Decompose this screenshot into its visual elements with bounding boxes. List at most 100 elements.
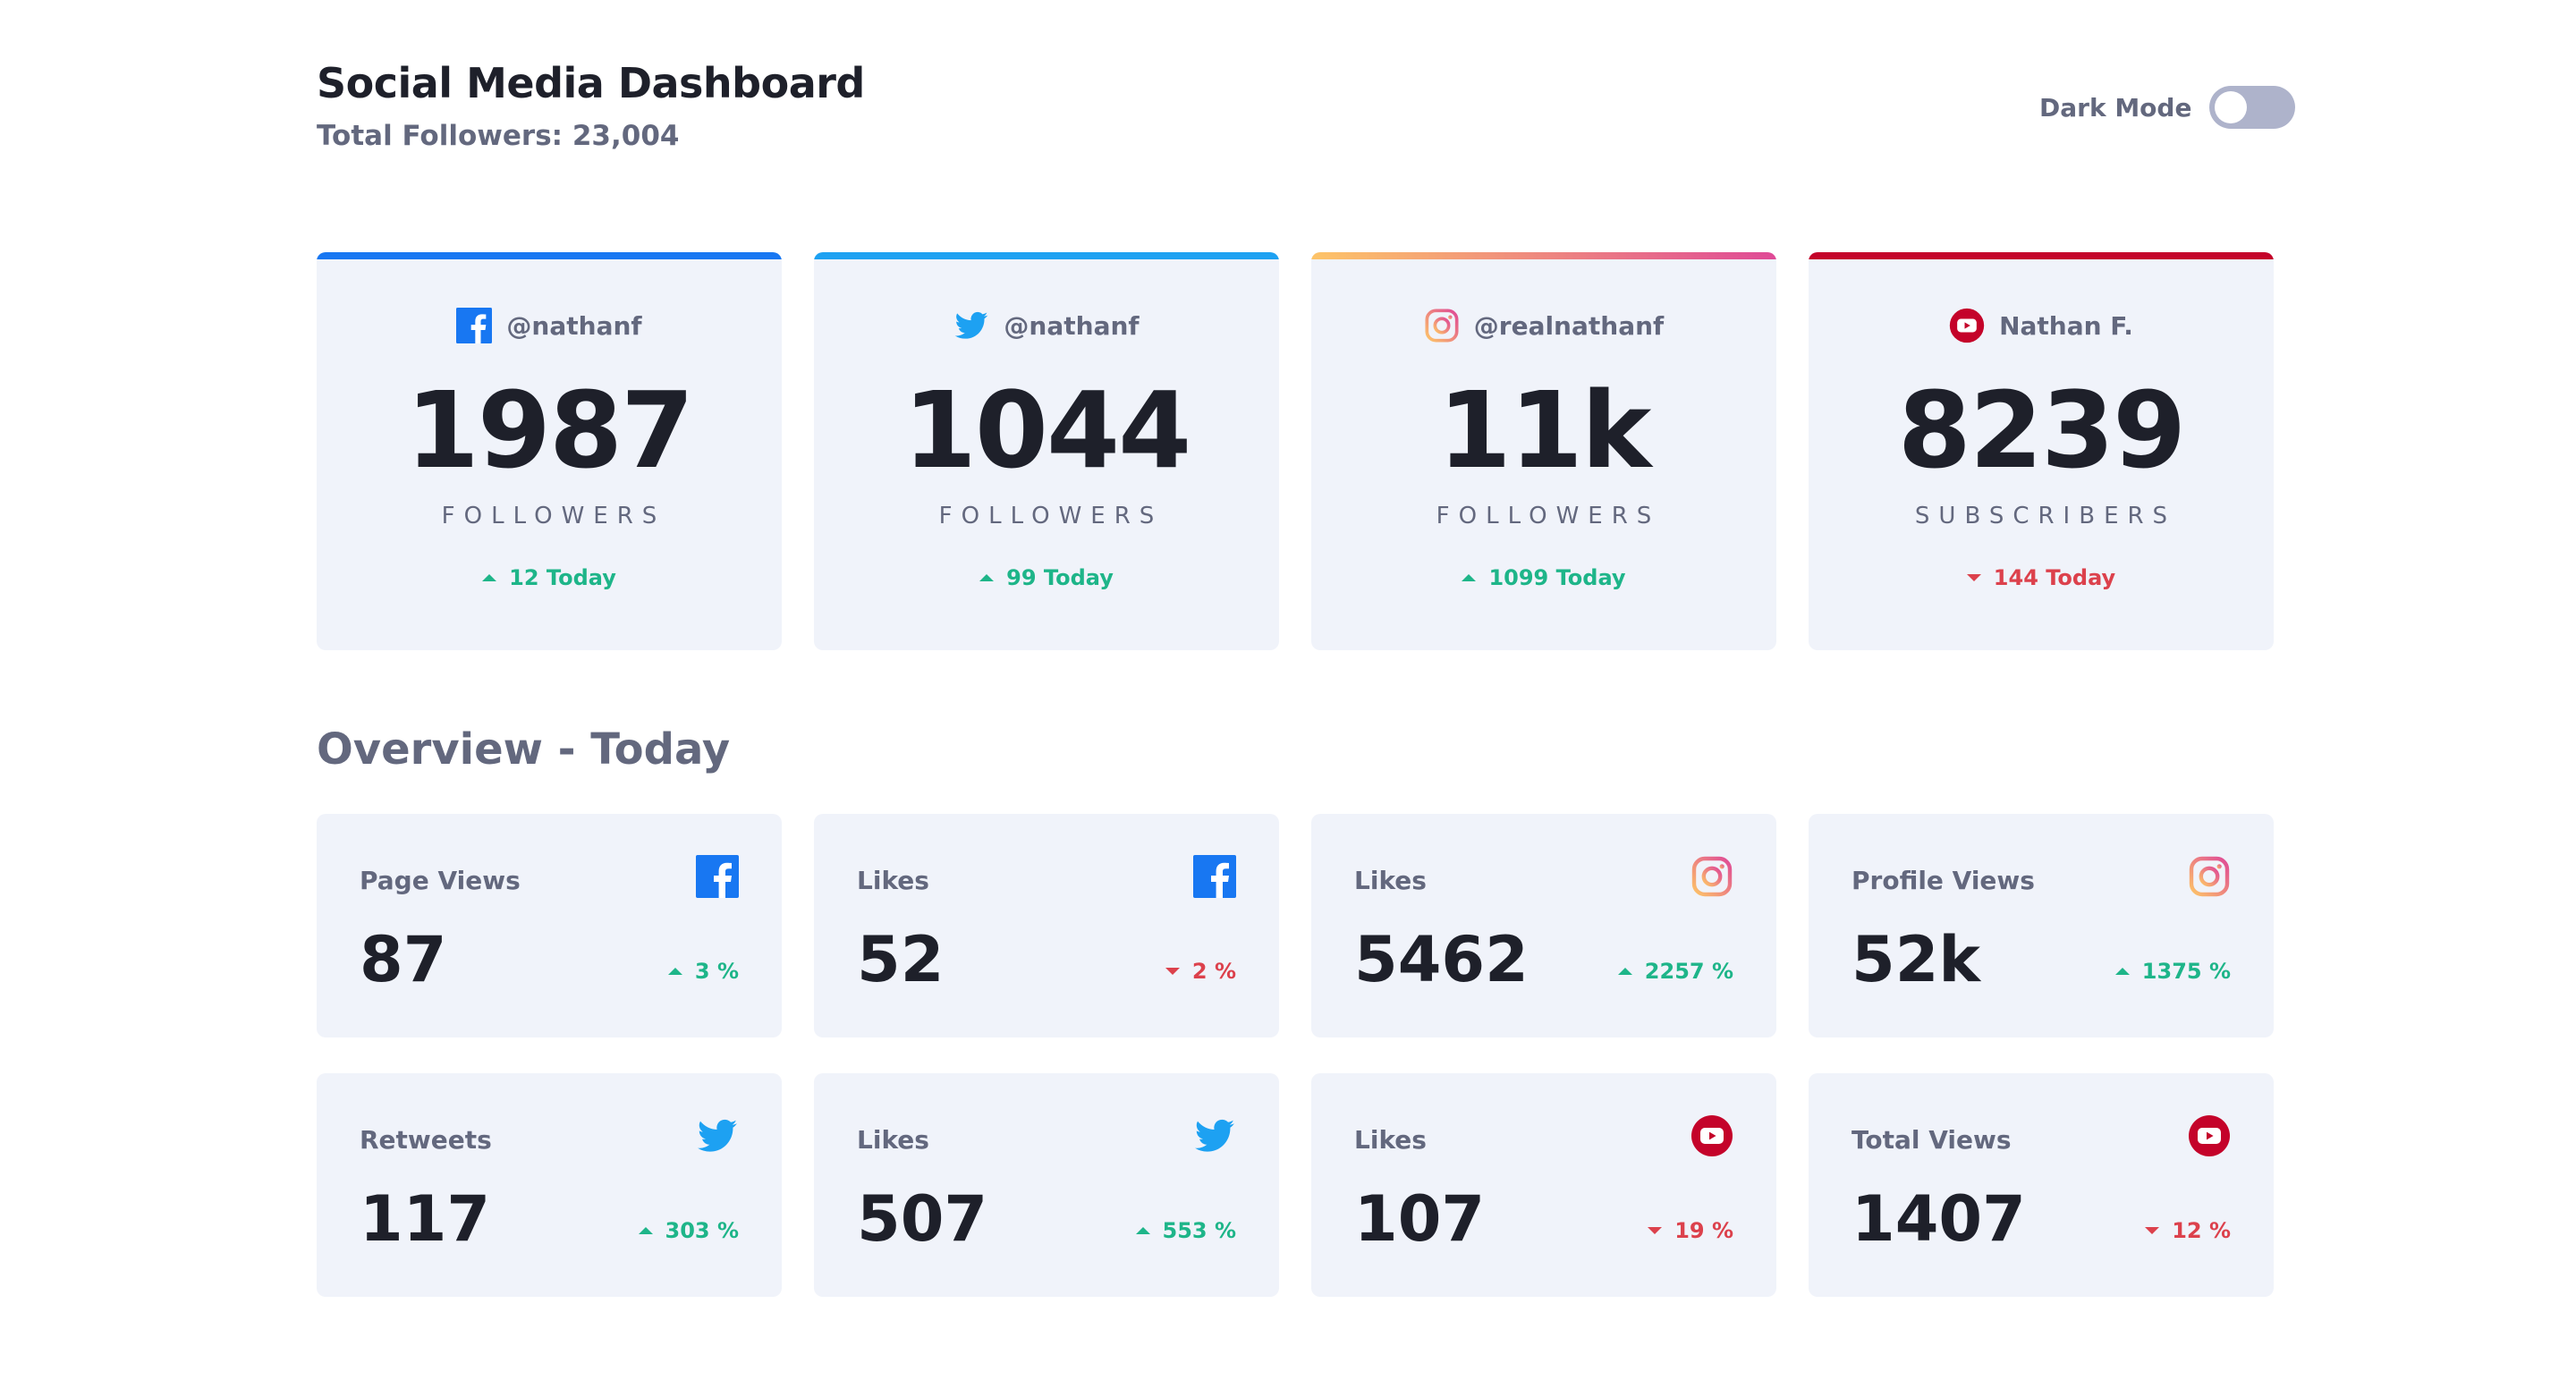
- change-text: 12 %: [2172, 1218, 2231, 1243]
- overview-change: 2257 %: [1617, 959, 1733, 984]
- overview-change: 1375 %: [2114, 959, 2231, 984]
- overview-change: 12 %: [2145, 1218, 2231, 1243]
- card-accent-bar: [814, 252, 1279, 259]
- follower-card-twitter[interactable]: @nathanf 1044 FOLLOWERS 99 Today: [814, 252, 1279, 650]
- overview-change: 3 %: [667, 959, 739, 984]
- twitter-icon: [953, 308, 989, 343]
- change-text: 553 %: [1162, 1218, 1237, 1243]
- overview-change: 2 %: [1165, 959, 1236, 984]
- overview-value: 52: [857, 923, 945, 996]
- up-arrow-icon: [1135, 1227, 1150, 1234]
- follower-card-facebook[interactable]: @nathanf 1987 FOLLOWERS 12 Today: [317, 252, 782, 650]
- facebook-icon: [1193, 855, 1236, 898]
- facebook-icon: [456, 308, 493, 343]
- card-handle: Nathan F.: [1809, 308, 2274, 343]
- follower-count: 8239: [1897, 368, 2186, 492]
- overview-label: Likes: [857, 1125, 929, 1155]
- overview-title: Overview - Today: [317, 724, 731, 775]
- change-text: 3 %: [694, 959, 739, 984]
- overview-card-twitter-likes[interactable]: Likes 507 553 %: [814, 1073, 1279, 1297]
- instagram-icon: [1424, 308, 1460, 343]
- instagram-icon: [1690, 855, 1733, 898]
- overview-value: 107: [1354, 1182, 1486, 1256]
- up-arrow-icon: [1617, 968, 1632, 975]
- card-handle: @nathanf: [317, 308, 782, 343]
- dark-mode-toggle[interactable]: [2209, 86, 2296, 129]
- instagram-icon: [2188, 855, 2231, 898]
- youtube-icon: [1690, 1114, 1733, 1157]
- handle-text: @nathanf: [506, 310, 642, 341]
- today-text: 12 Today: [509, 565, 616, 590]
- overview-change: 303 %: [638, 1218, 740, 1243]
- overview-change: 553 %: [1135, 1218, 1237, 1243]
- page-title: Social Media Dashboard: [317, 59, 865, 107]
- overview-card-instagram-likes[interactable]: Likes 5462 2257 %: [1311, 814, 1776, 1037]
- overview-card-facebook-likes[interactable]: Likes 52 2 %: [814, 814, 1279, 1037]
- today-text: 99 Today: [1006, 565, 1114, 590]
- overview-label: Likes: [857, 866, 929, 895]
- follower-unit: FOLLOWERS: [1436, 503, 1661, 529]
- overview-value: 5462: [1354, 923, 1529, 996]
- overview-card-youtube-likes[interactable]: Likes 107 19 %: [1311, 1073, 1776, 1297]
- follower-count: 11k: [1437, 368, 1652, 492]
- overview-label: Likes: [1354, 866, 1427, 895]
- overview-value: 117: [360, 1182, 491, 1256]
- overview-label: Retweets: [360, 1125, 492, 1155]
- overview-value: 1407: [1852, 1182, 2026, 1256]
- overview-value: 507: [857, 1182, 988, 1256]
- down-arrow-icon: [1966, 574, 1981, 581]
- up-arrow-icon: [979, 574, 995, 581]
- change-text: 2 %: [1191, 959, 1236, 984]
- up-arrow-icon: [667, 968, 682, 975]
- card-accent-bar: [317, 252, 782, 259]
- overview-card-youtube-total-views[interactable]: Total Views 1407 12 %: [1809, 1073, 2274, 1297]
- up-arrow-icon: [482, 574, 497, 581]
- overview-card-instagram-profile-views[interactable]: Profile Views 52k 1375 %: [1809, 814, 2274, 1037]
- follower-card-youtube[interactable]: Nathan F. 8239 SUBSCRIBERS 144 Today: [1809, 252, 2274, 650]
- overview-label: Likes: [1354, 1125, 1427, 1155]
- up-arrow-icon: [638, 1227, 653, 1234]
- follower-card-instagram[interactable]: @realnathanf 11k FOLLOWERS 1099 Today: [1311, 252, 1776, 650]
- card-accent-bar: [1311, 252, 1776, 259]
- overview-card-twitter-retweets[interactable]: Retweets 117 303 %: [317, 1073, 782, 1297]
- dark-mode-label: Dark Mode: [2039, 92, 2192, 123]
- follower-unit: FOLLOWERS: [938, 503, 1164, 529]
- change-text: 2257 %: [1644, 959, 1733, 984]
- down-arrow-icon: [2145, 1227, 2160, 1234]
- handle-text: @nathanf: [1004, 310, 1140, 341]
- card-handle: @nathanf: [814, 308, 1279, 343]
- twitter-icon: [696, 1114, 739, 1157]
- dark-mode-control: Dark Mode: [2039, 86, 2296, 129]
- today-change: 12 Today: [317, 565, 782, 590]
- down-arrow-icon: [1648, 1227, 1663, 1234]
- overview-change: 19 %: [1648, 1218, 1733, 1243]
- overview-label: Page Views: [360, 866, 521, 895]
- today-text: 1099 Today: [1488, 565, 1626, 590]
- follower-count: 1044: [902, 368, 1191, 492]
- total-followers: Total Followers: 23,004: [317, 120, 680, 152]
- toggle-knob: [2215, 91, 2248, 123]
- up-arrow-icon: [1462, 574, 1477, 581]
- follower-unit: SUBSCRIBERS: [1914, 503, 2177, 529]
- card-accent-bar: [1809, 252, 2274, 259]
- today-text: 144 Today: [1993, 565, 2116, 590]
- today-change: 1099 Today: [1311, 565, 1776, 590]
- up-arrow-icon: [2114, 968, 2130, 975]
- overview-label: Profile Views: [1852, 866, 2035, 895]
- youtube-icon: [1949, 308, 1985, 343]
- overview-value: 52k: [1852, 923, 1980, 996]
- card-handle: @realnathanf: [1311, 308, 1776, 343]
- overview-label: Total Views: [1852, 1125, 2012, 1155]
- today-change: 99 Today: [814, 565, 1279, 590]
- youtube-icon: [2188, 1114, 2231, 1157]
- twitter-icon: [1193, 1114, 1236, 1157]
- overview-card-facebook-page-views[interactable]: Page Views 87 3 %: [317, 814, 782, 1037]
- handle-text: @realnathanf: [1473, 310, 1665, 341]
- change-text: 303 %: [665, 1218, 740, 1243]
- overview-value: 87: [360, 923, 447, 996]
- change-text: 19 %: [1674, 1218, 1733, 1243]
- handle-text: Nathan F.: [1999, 310, 2133, 341]
- change-text: 1375 %: [2141, 959, 2231, 984]
- follower-unit: FOLLOWERS: [441, 503, 666, 529]
